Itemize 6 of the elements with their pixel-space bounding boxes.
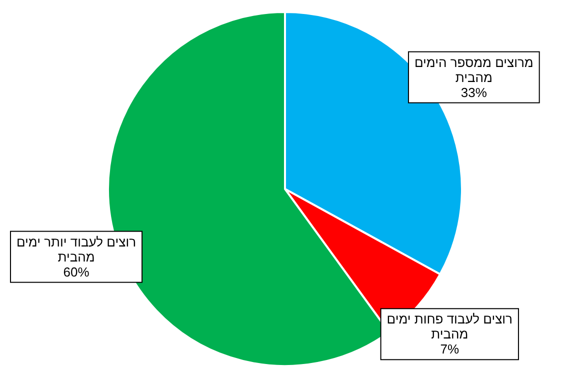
- slice-label: רוצים לעבוד פחות ימים מהבית: [386, 312, 512, 342]
- data-label: 7%: [440, 342, 460, 357]
- data-label: 33%: [460, 84, 488, 100]
- slice-label: רוצים לעבוד יותר ימים מהבית: [16, 234, 136, 264]
- slice-label: מרוצים ממספר הימים מהבית: [414, 54, 534, 85]
- data-label: 60%: [63, 264, 90, 280]
